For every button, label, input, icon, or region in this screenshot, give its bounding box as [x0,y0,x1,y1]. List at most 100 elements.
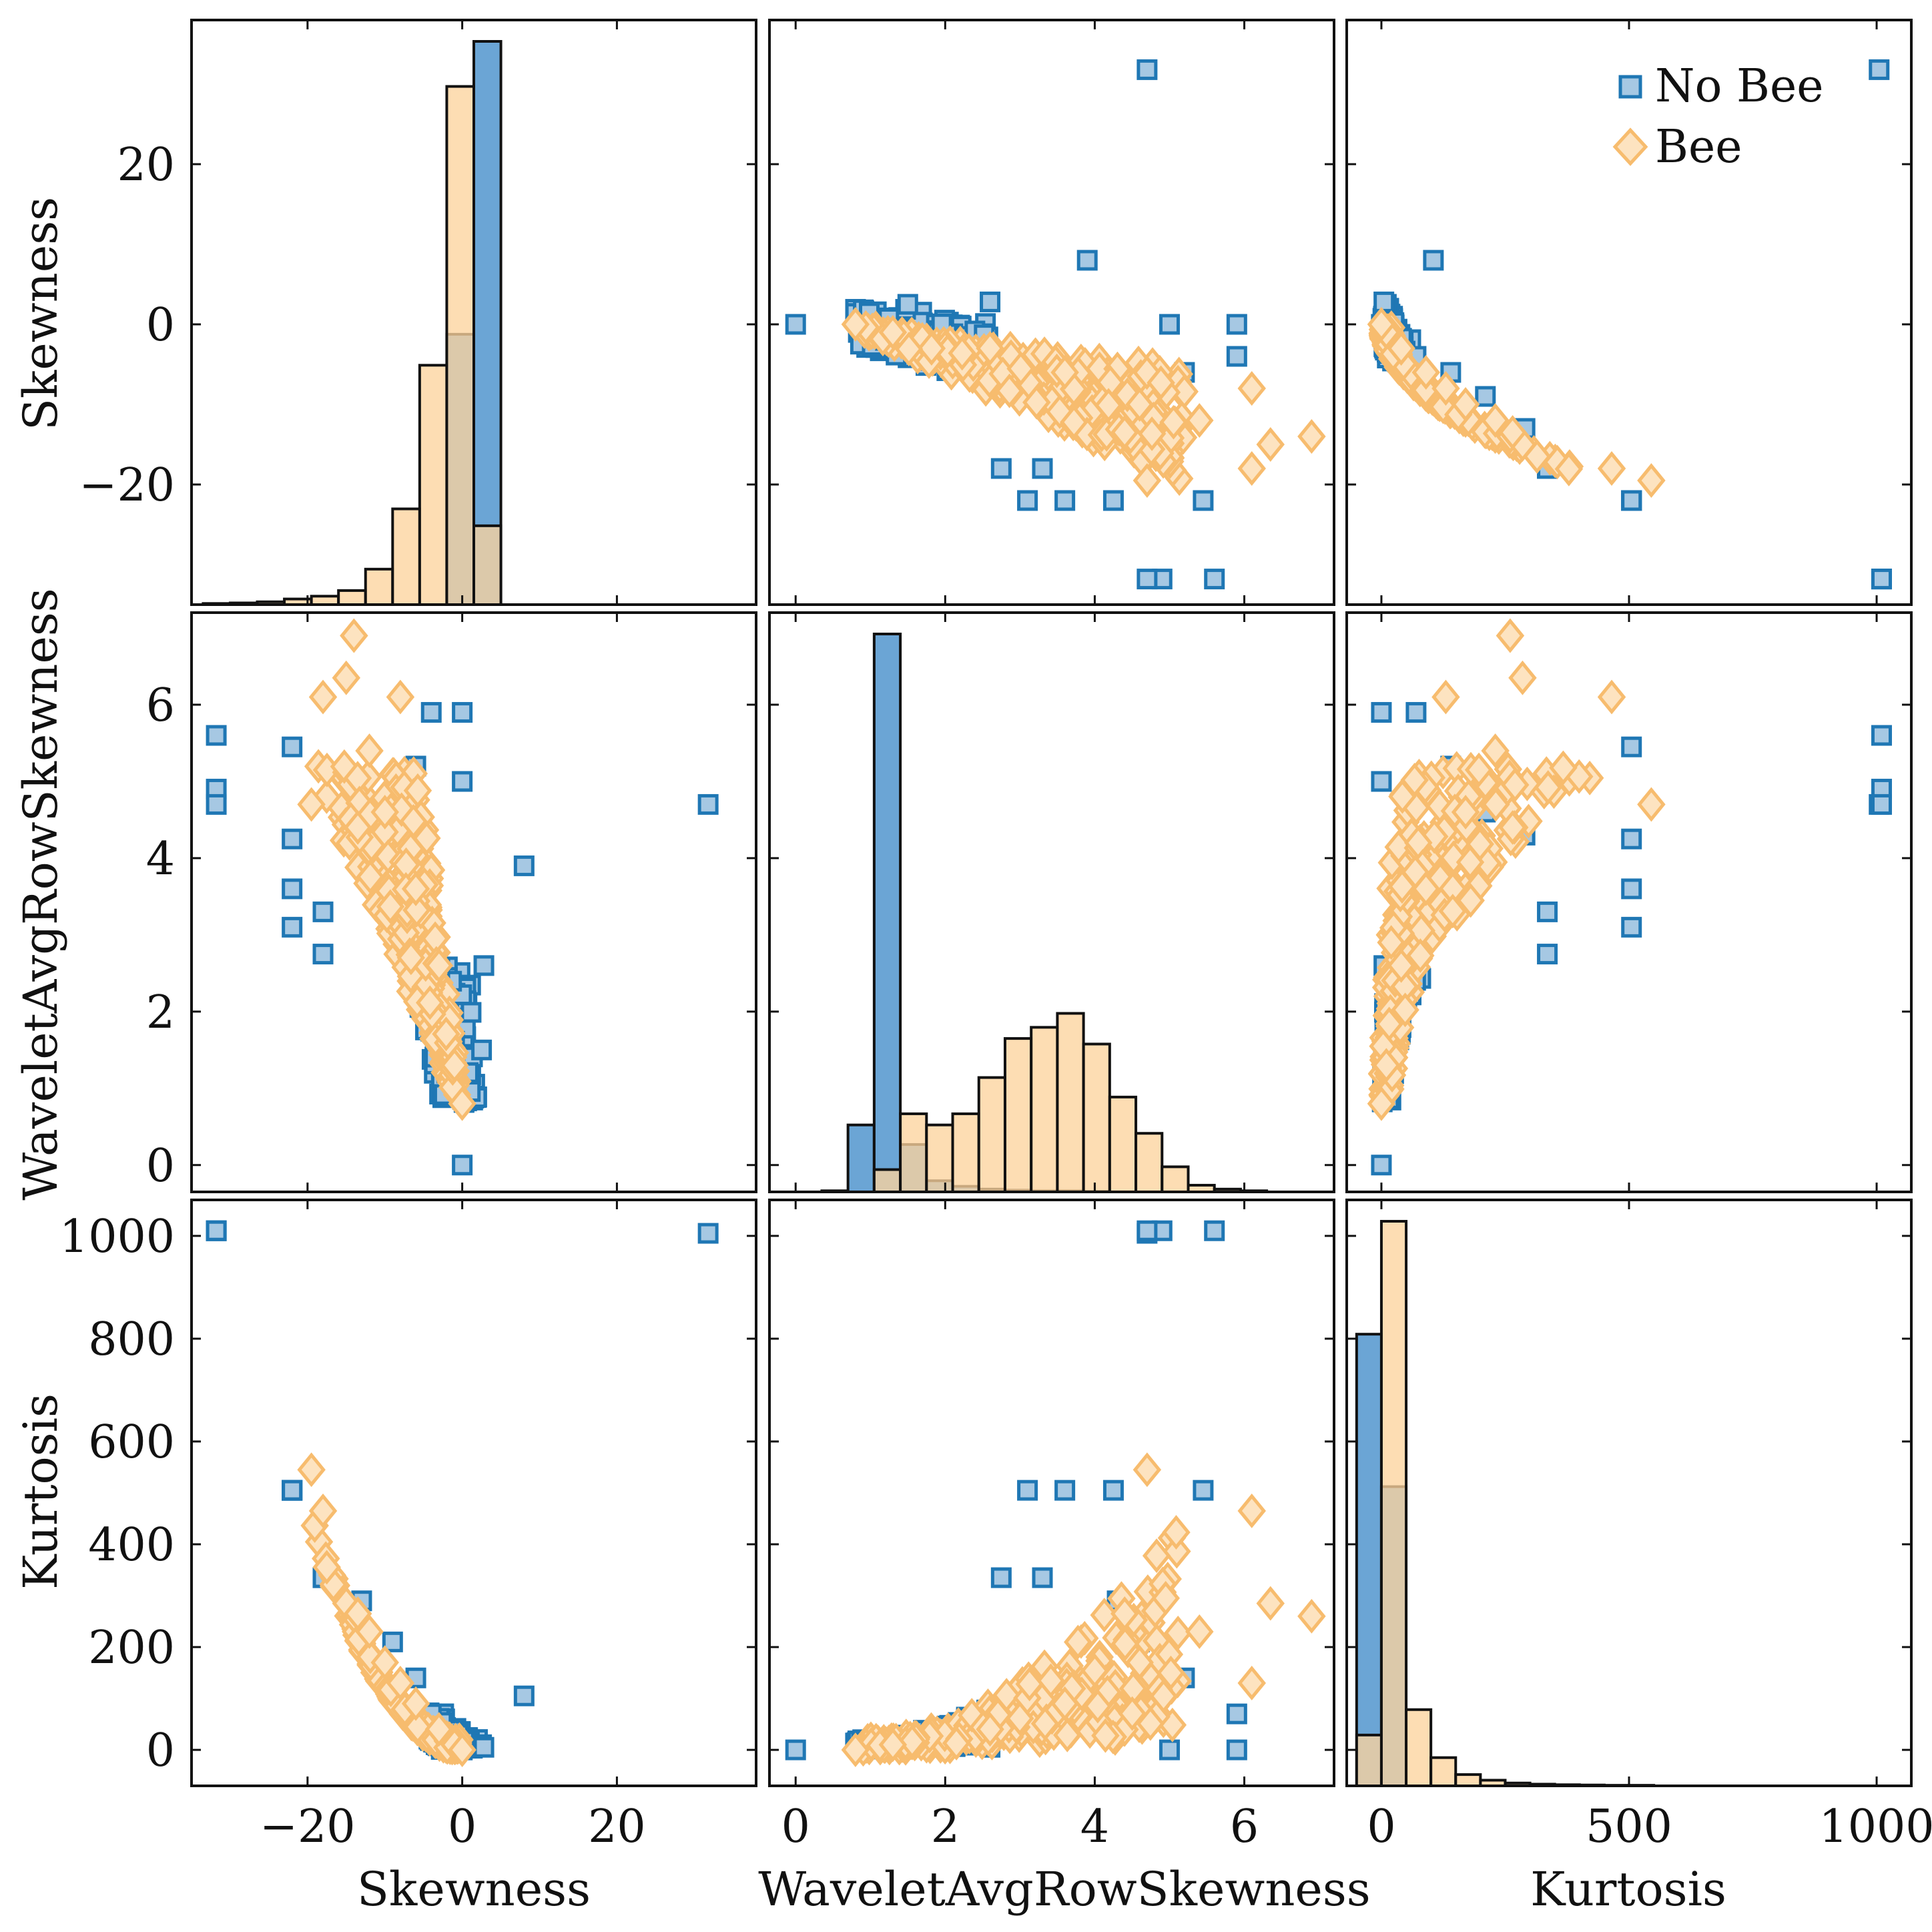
hist-bar-bee [899,1112,928,1193]
scatter-point-bee [894,332,924,366]
scatter-point-bee [1481,403,1510,438]
scatter-point-no-bee [1102,1480,1124,1501]
panel-Kurtosis-vs-Skewness [190,1199,757,1787]
scatter-point-bee [917,331,946,366]
scatter-point-bee [332,1586,361,1621]
scatter-point-bee [1498,415,1527,450]
scatter-point-bee [1549,750,1578,785]
scatter-point-no-bee [460,1002,482,1023]
scatter-point-bee [1045,394,1074,429]
scatter-point-bee [403,1709,432,1744]
scatter-point-bee [1162,1515,1191,1550]
scatter-point-no-bee [1017,1480,1038,1501]
scatter-point-bee [340,618,368,653]
x-tick-label: 1000 [1819,1801,1932,1853]
scatter-point-no-bee [1537,944,1558,965]
scatter-point-no-bee [1204,1220,1225,1241]
panel-frame [1345,19,1913,606]
scatter-point-no-bee [897,294,918,315]
scatter-point-bee [1500,767,1530,803]
y-tick-label: −20 [79,459,175,512]
scatter-point-bee [1185,1614,1214,1649]
scatter-point-bee [1256,427,1285,462]
scatter-point-bee [1237,371,1266,406]
ticks-layer: −20 0 20 0 2 4 6 0 500 1000−200200246020040060080… [59,20,1932,1853]
scatter-point-no-bee [1621,490,1642,511]
scatter-point-bee [1411,355,1440,390]
scatter-point-no-bee [1137,59,1158,80]
panel-frame [190,1199,757,1787]
scatter-point-no-bee [980,291,1001,312]
scatter-point-bee [448,1732,476,1768]
scatter-point-no-bee [1373,291,1395,312]
scatter-point-bee [1050,1686,1079,1721]
scatter-point-bee [841,307,870,342]
x-tick-label: 4 [1080,1801,1109,1853]
scatter-point-no-bee [1076,250,1098,271]
scatter-point-no-bee [1193,1480,1214,1501]
y-tick-label: 200 [88,1622,175,1674]
scatter-point-bee [312,779,341,814]
scatter-point-bee [343,1596,372,1631]
scatter-point-bee [1151,1580,1180,1616]
scatter-point-no-bee [1193,490,1214,511]
scatter-point-bee [1185,403,1214,438]
scatter-point-no-bee [1423,250,1444,271]
scatter-point-bee [1367,1086,1396,1121]
scatter-point-bee [1110,1596,1139,1631]
scatter-point-no-bee [420,701,442,723]
scatter-point-bee [448,1086,476,1121]
hist-bar-bee [1161,1165,1190,1194]
scatter-point-no-bee [1137,569,1158,590]
scatter-point-no-bee [513,1685,535,1706]
scatter-point-bee [1438,894,1468,929]
scatter-point-bee [1496,618,1525,653]
scatter-point-bee [1137,416,1167,451]
scatter-point-no-bee [1371,771,1392,792]
panel-frame [768,1199,1335,1787]
scatter-point-bee [1498,810,1527,845]
hist-bar-bee [1082,1042,1111,1193]
scatter-point-no-bee [1226,1703,1247,1724]
scatter-point-no-bee [473,1736,495,1758]
scatter-point-bee [1456,883,1485,918]
panel-WaveletAvgRowSkewness-vs-WaveletAvgRowSkewness [768,611,1335,1194]
scatter-point-bee [1411,871,1440,906]
scatter-point-bee [1367,307,1396,342]
scatter-point-bee [1256,1586,1285,1621]
scatter-point-bee [396,940,426,976]
scatter-point-bee [1597,451,1626,486]
y-tick-label: 600 [88,1416,175,1469]
scatter-point-no-bee [452,701,473,723]
hist-bar-bee [925,1123,954,1194]
scatter-point-bee [376,889,405,924]
scatter-point-bee [1125,1645,1154,1680]
hist-bar-bee [1135,1132,1164,1193]
legend-label-bee: Bee [1655,121,1742,174]
scatter-point-no-bee [697,1223,719,1244]
scatter-point-bee [1005,1701,1034,1736]
x-tick-label: 2 [931,1801,960,1853]
scatter-point-bee [1064,1624,1092,1660]
scatter-point-bee [386,1666,415,1700]
scatter-point-bee [1464,752,1494,787]
scatter-point-no-bee [1621,828,1642,850]
x-tick-label: 0 [781,1801,810,1853]
scatter-point-bee [898,1724,927,1759]
scatter-point-bee [386,679,415,715]
hist-bar-bee [1108,1095,1138,1193]
scatter-point-bee [976,1712,1004,1747]
scatter-point-no-bee [1621,736,1642,757]
hist-bar-no-bee [1355,1333,1383,1787]
hist-bar-no-bee [472,40,503,606]
scatter-point-bee [1125,387,1154,422]
y-axis-label-kurtosis: Kurtosis [13,1393,68,1590]
scatter-point-bee [1170,374,1199,409]
scatter-point-bee [1090,1598,1118,1633]
scatter-point-no-bee [282,736,303,757]
scatter-point-no-bee [1226,346,1247,367]
scatter-point-bee [1036,1663,1065,1698]
scatter-point-no-bee [452,771,473,792]
scatter-point-no-bee [1137,1220,1158,1241]
scatter-point-bee [432,1016,460,1052]
